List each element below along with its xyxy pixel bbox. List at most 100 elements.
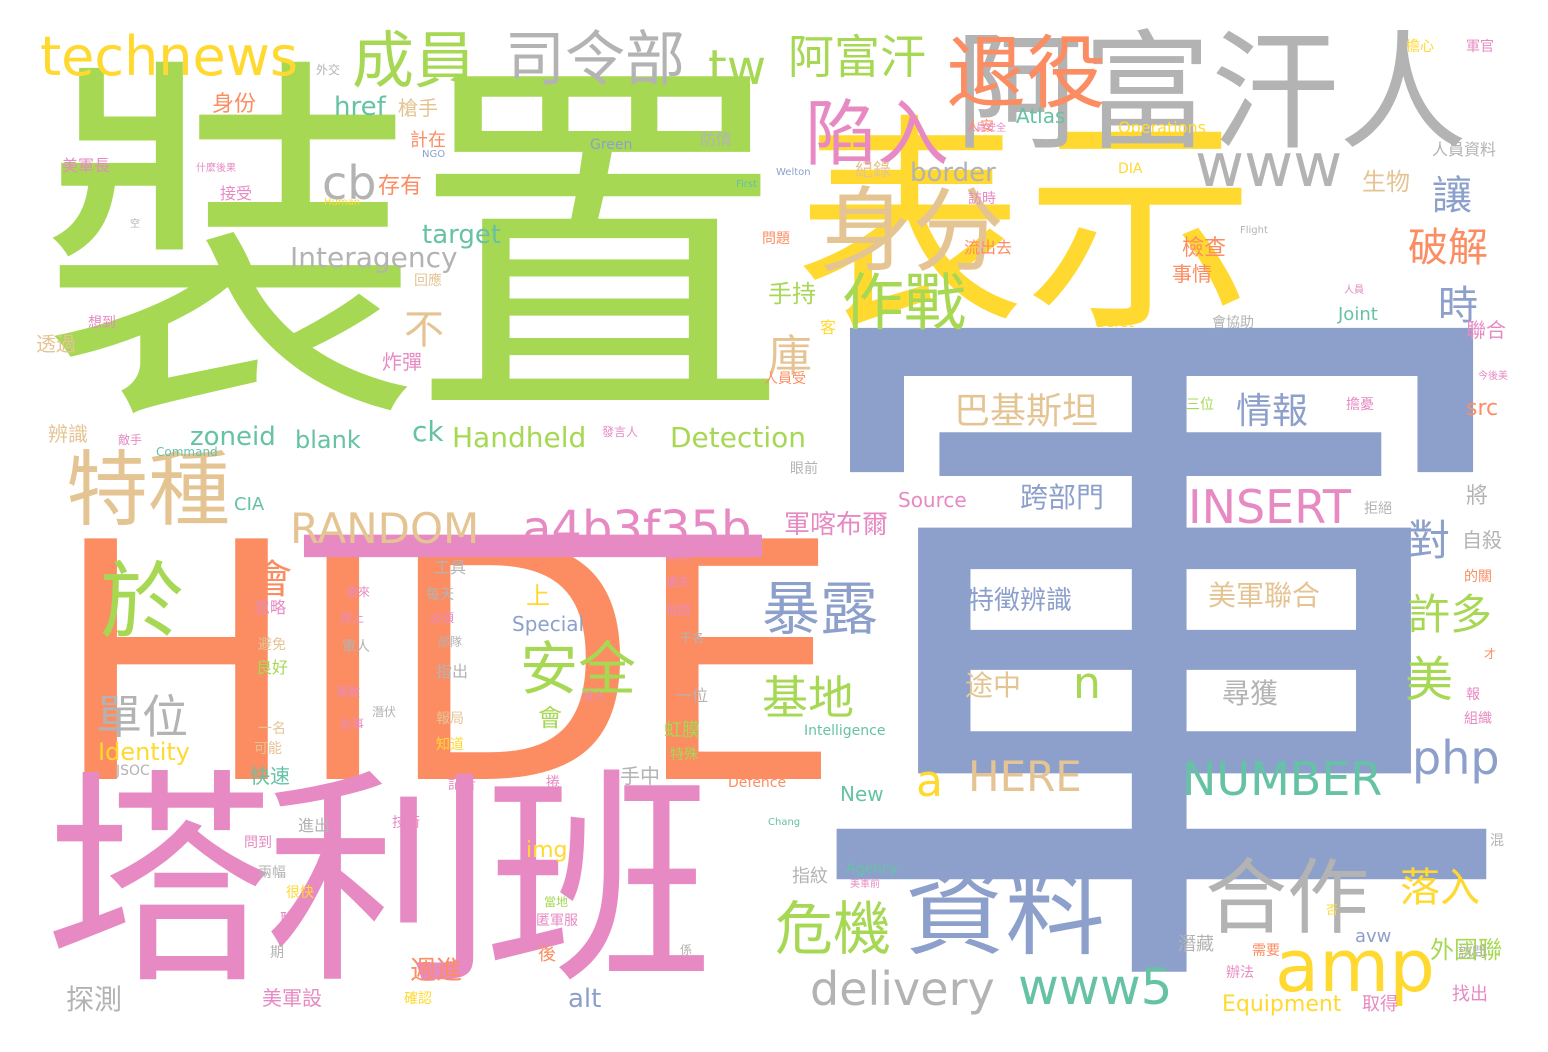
word: 訪問 bbox=[1458, 945, 1486, 961]
word: RANDOM bbox=[290, 504, 480, 553]
word: 導致 bbox=[336, 685, 361, 699]
word: Identity bbox=[98, 738, 190, 766]
word: 知道 bbox=[436, 737, 464, 753]
word: 暴露 bbox=[762, 575, 879, 643]
word: 軍官 bbox=[1466, 39, 1494, 55]
word: 干名 bbox=[680, 631, 705, 645]
word: 人安 bbox=[966, 119, 994, 135]
word: src bbox=[1466, 396, 1499, 421]
word: 軍 bbox=[790, 224, 1530, 1052]
word: cb bbox=[322, 156, 377, 210]
word: Intelligence bbox=[804, 723, 886, 739]
word: 身分 bbox=[820, 178, 1005, 285]
word: 合作 bbox=[1205, 851, 1370, 946]
word: 報局 bbox=[436, 711, 464, 727]
word: 組織 bbox=[1464, 711, 1492, 727]
word: 否 bbox=[1326, 903, 1339, 917]
word: Interagency bbox=[290, 241, 458, 274]
word: blank bbox=[295, 426, 361, 454]
word: 混 bbox=[1490, 833, 1504, 849]
word: 敵手 bbox=[118, 433, 143, 447]
word: 需要 bbox=[1252, 943, 1280, 959]
word: 報 bbox=[1466, 687, 1480, 703]
word: 探測 bbox=[66, 983, 123, 1016]
word: a bbox=[916, 756, 943, 807]
word: 於 bbox=[100, 553, 185, 651]
word: 軍喀布爾 bbox=[784, 510, 889, 540]
word: 拒絕 bbox=[1364, 501, 1392, 517]
word: Flight bbox=[1240, 225, 1268, 236]
word: 司令部 bbox=[505, 25, 685, 95]
word: 一位 bbox=[676, 686, 709, 705]
word: Green bbox=[590, 137, 633, 153]
word: NGO bbox=[422, 149, 446, 160]
word: 裝置 bbox=[40, 28, 790, 471]
word: img bbox=[526, 838, 568, 863]
word: 進出 bbox=[298, 816, 331, 835]
word: HERE bbox=[968, 752, 1082, 801]
word: 快速 bbox=[250, 764, 290, 788]
word: 防情 bbox=[700, 130, 733, 149]
word: 週進 bbox=[410, 956, 463, 986]
word: 炸彈 bbox=[382, 350, 422, 374]
word: 虹膜 bbox=[664, 720, 700, 741]
word: 三位 bbox=[1186, 397, 1214, 413]
word: 許多 bbox=[1408, 590, 1493, 639]
word: target bbox=[422, 220, 502, 250]
word: 係 bbox=[680, 943, 693, 957]
word: NUMBER bbox=[1182, 752, 1383, 806]
word: Command bbox=[156, 445, 218, 459]
word: 表示 bbox=[795, 96, 1256, 363]
word: Defence bbox=[728, 775, 787, 791]
word: 發言人 bbox=[602, 425, 639, 439]
word: Operations bbox=[1118, 118, 1206, 137]
word: 基地 bbox=[762, 671, 854, 725]
word: 手持 bbox=[768, 280, 816, 308]
word: Source bbox=[898, 488, 967, 512]
word: 眼前 bbox=[790, 461, 818, 477]
word: Agency bbox=[846, 861, 898, 877]
word: 破解 bbox=[1408, 225, 1488, 271]
word: 跨部門 bbox=[1020, 481, 1105, 514]
word: php bbox=[1412, 731, 1500, 785]
word: 流出去 bbox=[964, 238, 1013, 257]
word: 接受 bbox=[220, 184, 253, 203]
word: 可能 bbox=[254, 741, 282, 757]
word: Human bbox=[324, 197, 361, 208]
word: Special bbox=[512, 612, 585, 636]
word: 一名 bbox=[258, 721, 286, 737]
word: 辦法 bbox=[1226, 965, 1254, 981]
word: 槍手 bbox=[398, 96, 438, 120]
word: 上 bbox=[526, 582, 550, 610]
word: 尋獲 bbox=[1222, 677, 1279, 710]
word: 檢查 bbox=[1182, 236, 1227, 261]
word: 安全性 bbox=[160, 957, 202, 973]
word: 自殺 bbox=[1462, 528, 1502, 552]
word: 每天 bbox=[426, 587, 454, 603]
word: delivery bbox=[810, 962, 995, 1016]
word: Atlas bbox=[1016, 104, 1066, 128]
word: 指出 bbox=[436, 662, 469, 681]
word: 確認 bbox=[404, 991, 432, 1007]
word: Welton bbox=[776, 167, 811, 178]
word: href bbox=[334, 92, 386, 122]
word: 捨上 bbox=[340, 611, 365, 625]
word: 避免 bbox=[258, 637, 286, 653]
word: 對 bbox=[1408, 516, 1451, 565]
word: a4b3f35b bbox=[522, 501, 752, 557]
word: 計在 bbox=[410, 130, 446, 151]
word: technews bbox=[40, 25, 299, 88]
word: 忽略 bbox=[254, 598, 287, 617]
word: 很快 bbox=[286, 885, 314, 901]
word: 退役 bbox=[946, 27, 1106, 120]
word: 庫 bbox=[768, 331, 812, 382]
word: 事情 bbox=[1172, 262, 1212, 286]
word: 途中 bbox=[965, 669, 1022, 702]
word: 身份 bbox=[212, 92, 257, 117]
word: 指紋 bbox=[792, 866, 828, 887]
word: 一 bbox=[282, 397, 782, 719]
word: New bbox=[840, 782, 884, 806]
word: First bbox=[736, 179, 758, 190]
word: 選來 bbox=[346, 585, 371, 599]
word: 美 bbox=[1405, 652, 1454, 708]
